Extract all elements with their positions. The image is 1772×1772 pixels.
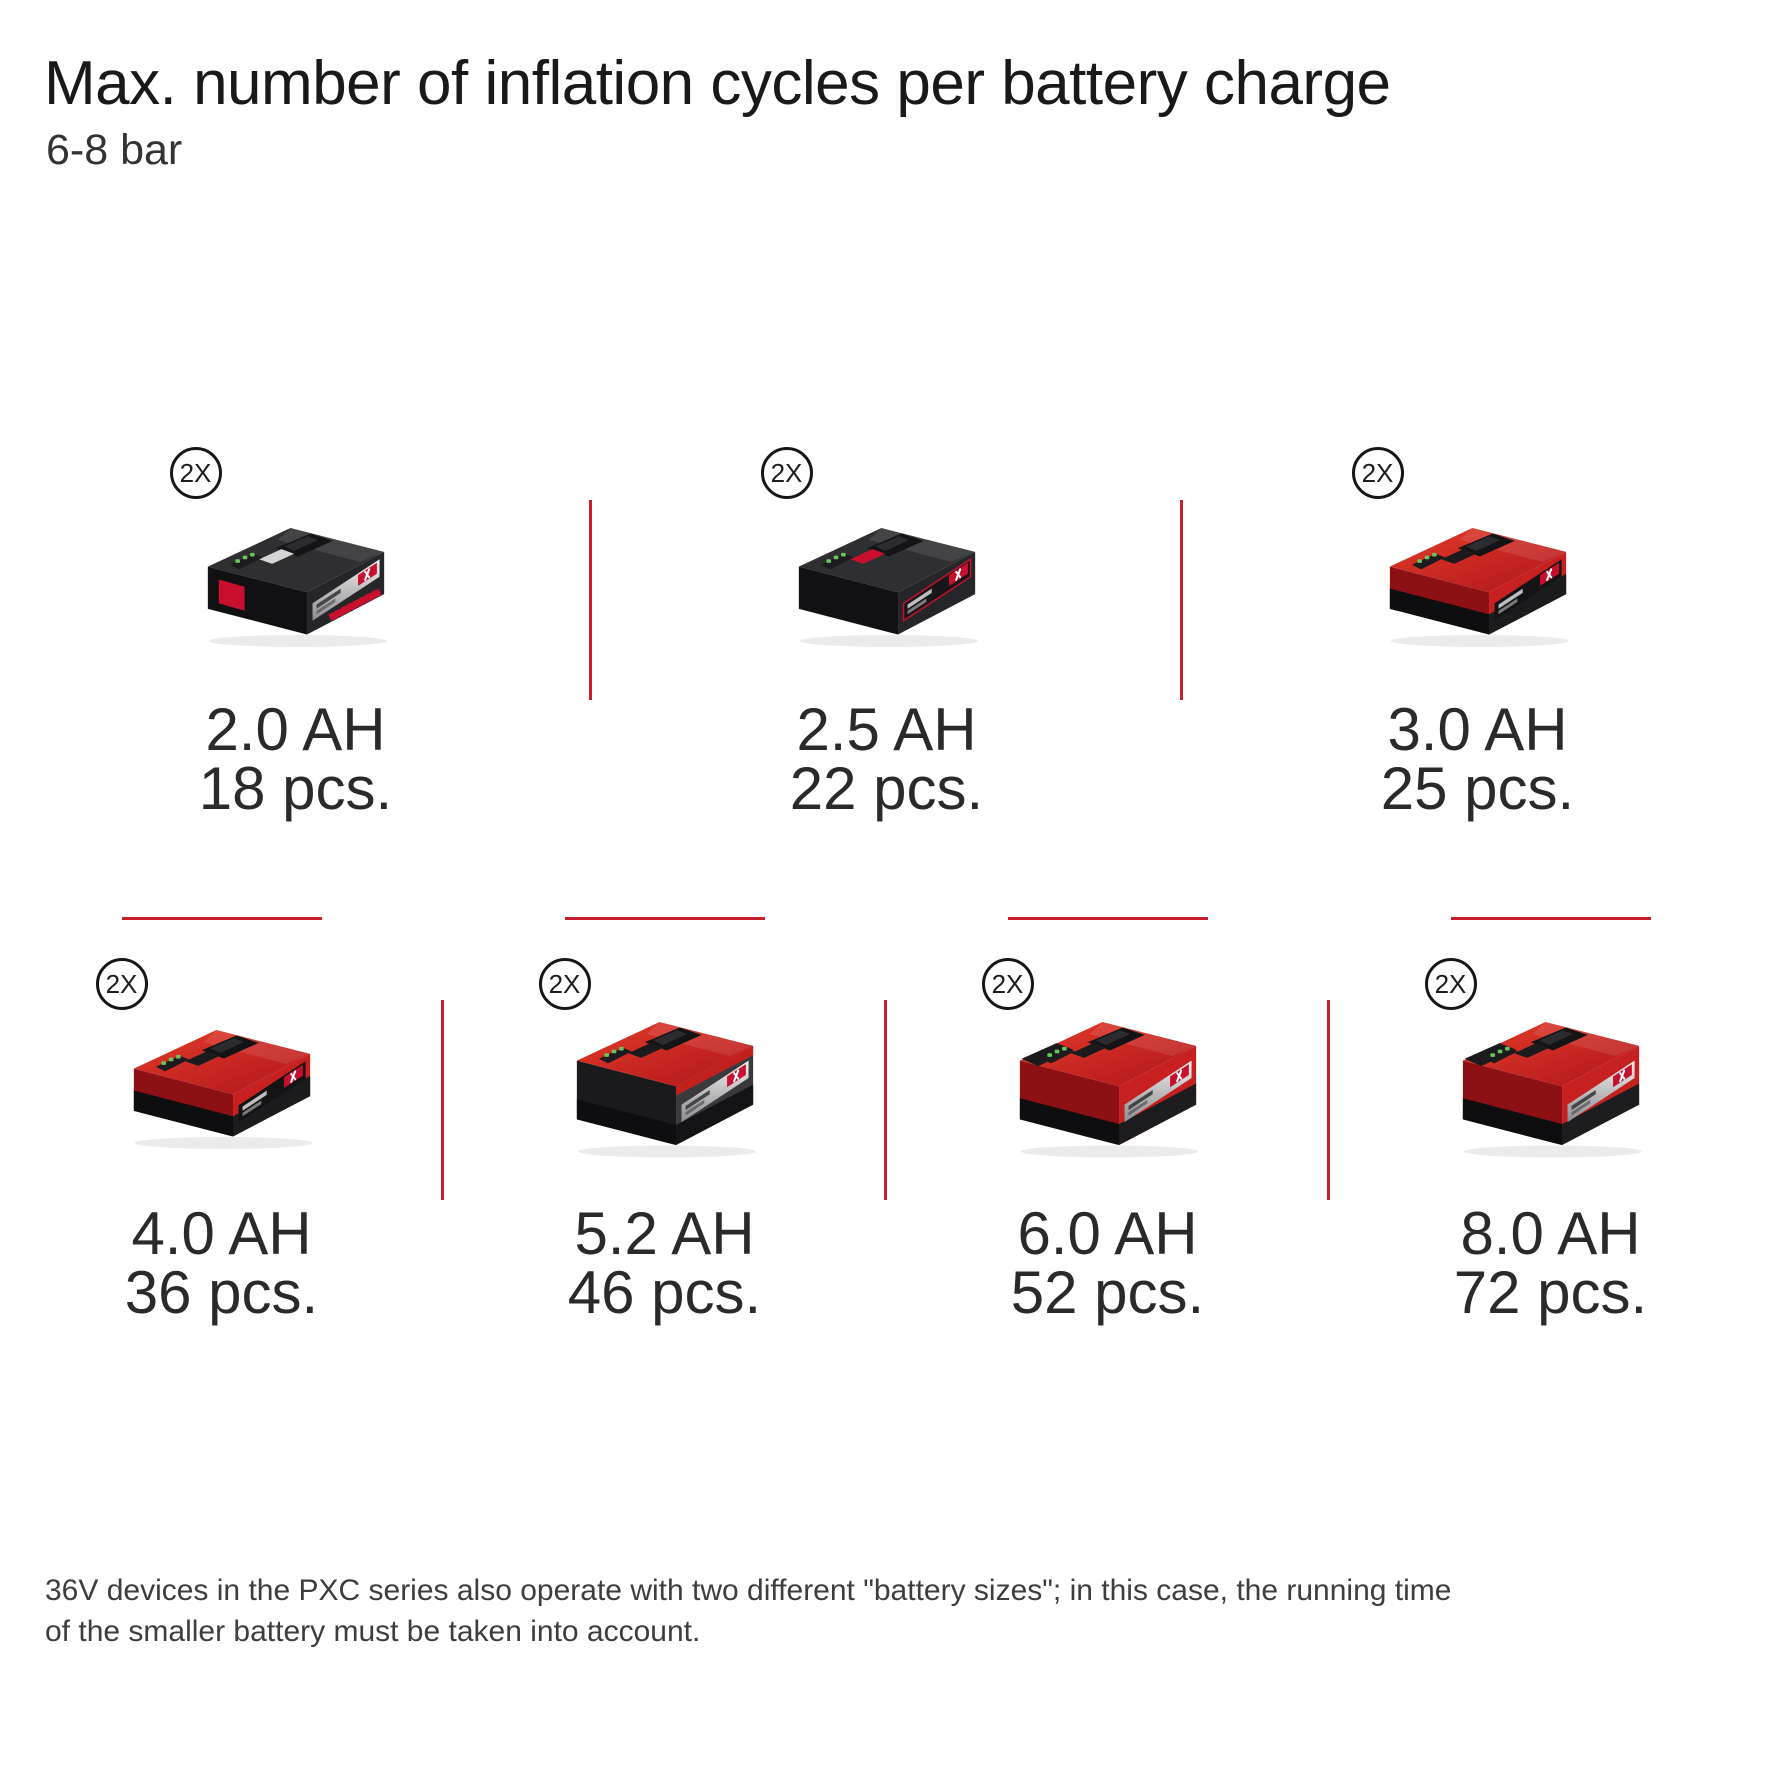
capacity-label: 5.2 AH (574, 1200, 755, 1267)
cycles-label: 22 pcs. (789, 755, 984, 822)
divider-vertical (1180, 500, 1183, 700)
quantity-badge: 2X (1351, 447, 1404, 499)
divider-vertical (884, 1000, 887, 1200)
cycles-label: 25 pcs. (1380, 755, 1575, 822)
battery-image (121, 1008, 323, 1151)
quantity-badge-label: 2X (179, 457, 212, 488)
divider-vertical (441, 1000, 444, 1200)
page-title: Max. number of inflation cycles per batt… (44, 49, 1391, 118)
page-subtitle: 6-8 bar (46, 126, 183, 174)
capacity-label: 6.0 AH (1017, 1200, 1198, 1267)
quantity-badge: 2X (538, 958, 591, 1010)
battery-image (786, 506, 988, 649)
quantity-badge-label: 2X (1434, 968, 1467, 999)
divider-horizontal (564, 917, 765, 920)
quantity-badge-label: 2X (1361, 457, 1394, 488)
battery-image (564, 1000, 766, 1160)
battery-image (1450, 1000, 1652, 1160)
battery-image (1377, 506, 1579, 649)
quantity-badge-label: 2X (548, 968, 581, 999)
quantity-badge-label: 2X (770, 457, 803, 488)
capacity-label: 2.0 AH (205, 696, 386, 763)
battery-image (1007, 1000, 1209, 1160)
footnote-line-2: of the smaller battery must be taken int… (45, 1615, 701, 1649)
cycles-label: 18 pcs. (198, 755, 393, 822)
quantity-badge-label: 2X (991, 968, 1024, 999)
cycles-label: 52 pcs. (1010, 1259, 1205, 1326)
quantity-badge: 2X (760, 447, 813, 499)
battery-image (195, 506, 397, 649)
quantity-badge: 2X (169, 447, 222, 499)
cycles-label: 46 pcs. (567, 1259, 762, 1326)
divider-vertical (589, 500, 592, 700)
divider-horizontal (1450, 917, 1651, 920)
quantity-badge-label: 2X (105, 968, 138, 999)
divider-horizontal (1007, 917, 1208, 920)
divider-horizontal (121, 917, 322, 920)
cycles-label: 36 pcs. (124, 1259, 319, 1326)
divider-vertical (1327, 1000, 1330, 1200)
capacity-label: 4.0 AH (131, 1200, 312, 1267)
footnote: 36V devices in the PXC series also opera… (45, 1570, 1451, 1653)
quantity-badge: 2X (1424, 958, 1477, 1010)
cycles-label: 72 pcs. (1453, 1259, 1648, 1326)
quantity-badge: 2X (981, 958, 1034, 1010)
footnote-line-1: 36V devices in the PXC series also opera… (45, 1574, 1452, 1607)
capacity-label: 8.0 AH (1460, 1200, 1641, 1267)
quantity-badge: 2X (95, 958, 148, 1010)
capacity-label: 3.0 AH (1387, 696, 1568, 763)
capacity-label: 2.5 AH (796, 696, 977, 763)
